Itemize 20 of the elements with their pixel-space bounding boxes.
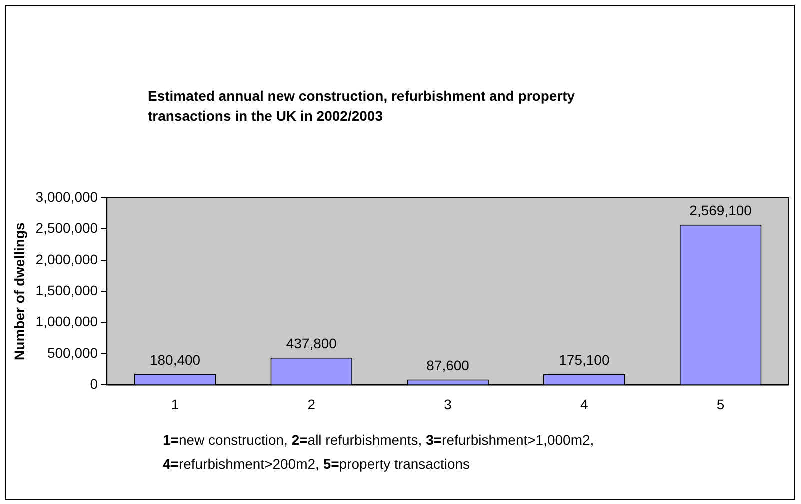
y-tick-label: 1,500,000 — [36, 282, 98, 298]
y-tick-label: 500,000 — [47, 344, 98, 361]
chart-title: Estimated annual new construction, refurbishment and property transactions in the UK in 2002/2003 — [148, 87, 576, 126]
data-label: 180,400 — [150, 352, 201, 368]
data-label: 437,800 — [286, 336, 338, 352]
data-label: 175,100 — [559, 352, 610, 368]
y-tick-label: 0 — [90, 376, 98, 392]
x-tick-label: 2 — [308, 396, 316, 412]
text: 1=new construction, 2=all refurbishments, 3=refurbishment>1,000m2, 4=refurbishment>200m2, 5=property transactions — [163, 432, 594, 472]
y-tick-label: 1,000,000 — [36, 314, 98, 330]
x-tick-label: 5 — [716, 396, 725, 412]
x-tick-label: 3 — [444, 396, 452, 412]
data-label: 87,600 — [426, 358, 470, 374]
y-tick-label: 3,000,000 — [36, 188, 98, 205]
x-tick-label: 4 — [580, 396, 589, 412]
data-label: 2,569,100 — [690, 202, 752, 219]
x-tick-label: 1 — [171, 396, 180, 412]
y-tick-label: 2,500,000 — [36, 220, 98, 236]
y-axis-title: Number of dwellings — [11, 222, 28, 360]
y-tick-label: 2,000,000 — [36, 251, 98, 268]
